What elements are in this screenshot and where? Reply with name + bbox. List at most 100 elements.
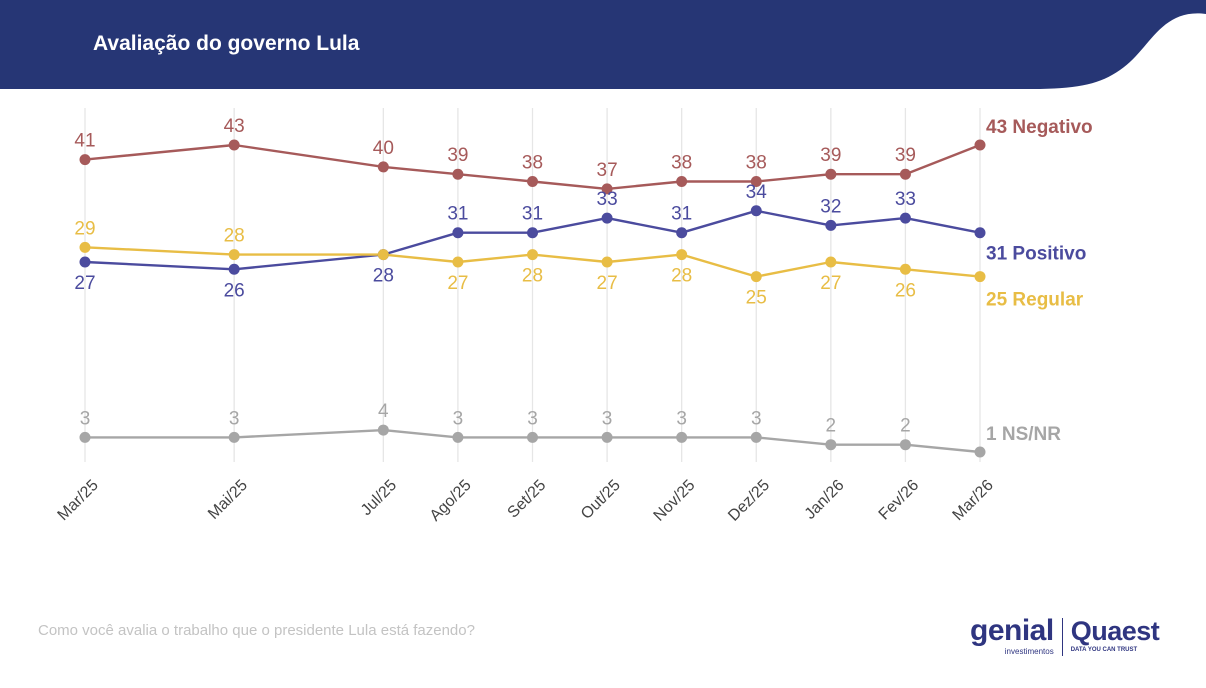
point-negativo	[899, 168, 911, 180]
data-label-positivo: 31	[522, 204, 543, 225]
point-regular	[825, 256, 837, 268]
point-negativo	[527, 176, 538, 188]
data-label-regular: 29	[74, 218, 95, 239]
data-label-regular: 25	[746, 288, 767, 309]
point-regular	[452, 256, 464, 268]
data-label-negativo: 38	[522, 153, 543, 174]
data-label-negativo: 39	[447, 145, 468, 166]
point-negativo	[377, 161, 389, 173]
point-regular	[974, 271, 986, 283]
data-label-regular: 26	[895, 280, 916, 301]
data-label-nsnr: 3	[676, 408, 687, 429]
data-label-positivo: 27	[74, 273, 95, 294]
genial-logo-subtitle: investimentos	[1004, 647, 1054, 656]
point-regular	[601, 256, 613, 268]
x-tick-label: Mar/26	[950, 477, 997, 524]
data-label-negativo: 37	[597, 160, 618, 181]
x-tick-label: Dez/25	[725, 477, 773, 525]
data-label-positivo: 32	[820, 196, 841, 217]
point-regular	[676, 249, 688, 261]
data-label-positivo: 31	[671, 204, 692, 225]
data-label-regular: 28	[224, 226, 245, 247]
point-nsnr	[825, 439, 837, 451]
point-regular	[377, 249, 389, 261]
survey-question: Como você avalia o trabalho que o presid…	[38, 622, 475, 639]
data-label-negativo: 38	[671, 153, 692, 174]
quaest-logo-word: Quaest	[1070, 616, 1160, 646]
point-nsnr	[228, 431, 240, 443]
header-banner	[0, 0, 1206, 89]
point-nsnr	[377, 424, 389, 436]
point-positivo	[825, 219, 837, 231]
point-negativo	[825, 168, 837, 180]
point-regular	[79, 241, 91, 253]
data-label-negativo: 39	[895, 145, 916, 166]
point-positivo	[974, 227, 986, 239]
data-label-nsnr: 3	[229, 408, 240, 429]
point-nsnr	[452, 431, 464, 443]
quaest-logo: Quaest DATA YOU CAN TRUST	[1071, 616, 1160, 654]
series-end-label-negativo: 43 Negativo	[986, 117, 1093, 138]
point-nsnr	[974, 446, 986, 458]
genial-logo: genial investimentos	[970, 616, 1054, 657]
data-label-positivo: 34	[746, 182, 768, 203]
point-regular	[899, 263, 911, 275]
x-tick-label: Out/25	[578, 477, 624, 523]
data-label-nsnr: 3	[527, 408, 538, 429]
chart-title: Avaliação do governo Lula	[93, 32, 360, 55]
point-negativo	[750, 176, 762, 188]
data-label-positivo: 33	[597, 189, 618, 210]
point-nsnr	[899, 439, 911, 451]
data-label-negativo: 41	[74, 131, 95, 152]
data-label-nsnr: 2	[826, 416, 837, 437]
x-tick-label: Mar/25	[55, 477, 102, 524]
data-label-negativo: 43	[224, 116, 245, 137]
point-nsnr	[527, 431, 538, 443]
point-negativo	[452, 168, 464, 180]
quaest-logo-subtitle: DATA YOU CAN TRUST	[1070, 647, 1138, 653]
data-label-negativo: 38	[746, 153, 767, 174]
x-tick-label: Jul/25	[358, 477, 400, 519]
point-positivo	[527, 227, 538, 239]
point-positivo	[750, 205, 762, 217]
data-label-nsnr: 2	[900, 416, 911, 437]
data-label-positivo: 26	[224, 280, 245, 301]
data-label-regular: 27	[820, 273, 841, 294]
series-end-label-regular: 25 Regular	[986, 290, 1084, 311]
data-label-negativo: 40	[373, 138, 394, 159]
data-label-regular: 28	[671, 266, 692, 287]
point-negativo	[601, 183, 613, 195]
x-tick-label: Mai/25	[205, 477, 251, 523]
data-label-positivo: 28	[373, 266, 394, 287]
x-tick-label: Fev/26	[876, 477, 923, 524]
point-positivo	[676, 227, 688, 239]
point-positivo	[228, 263, 240, 275]
point-nsnr	[750, 431, 762, 443]
data-points	[79, 139, 986, 458]
point-positivo	[79, 256, 91, 268]
series-end-label-positivo: 31 Positivo	[986, 244, 1086, 265]
data-label-positivo: 31	[447, 204, 468, 225]
x-tick-label: Ago/25	[427, 477, 475, 525]
point-nsnr	[601, 431, 613, 443]
gridlines	[84, 108, 981, 462]
point-nsnr	[676, 431, 688, 443]
logo-divider	[1061, 618, 1063, 656]
point-negativo	[676, 176, 688, 188]
data-label-regular: 27	[447, 273, 468, 294]
data-label-nsnr: 4	[378, 401, 389, 422]
series-end-label-nsnr: 1 NS/NR	[986, 424, 1061, 445]
x-axis-ticks: Mar/25 Mai/25 Jul/25 Ago/25 Set/25 Out/25 Nov/…	[55, 477, 997, 525]
point-negativo	[228, 139, 240, 151]
point-positivo	[452, 227, 464, 239]
data-label-regular: 28	[522, 266, 543, 287]
point-regular	[527, 249, 538, 261]
point-regular	[750, 271, 762, 283]
data-label-positivo: 33	[895, 189, 916, 210]
point-positivo	[601, 212, 613, 224]
data-label-nsnr: 3	[453, 408, 464, 429]
x-tick-label: Nov/25	[651, 477, 699, 525]
data-label-nsnr: 3	[751, 408, 762, 429]
